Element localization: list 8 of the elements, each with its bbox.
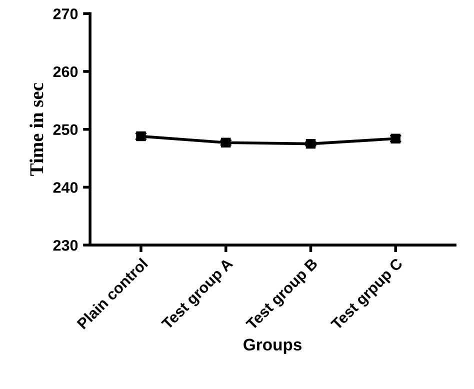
y-tick-label: 250 bbox=[53, 124, 78, 136]
y-tick-label: 260 bbox=[53, 66, 78, 78]
y-tick-label: 270 bbox=[53, 8, 78, 20]
point bbox=[306, 138, 316, 149]
y-tick-label: 240 bbox=[53, 182, 78, 193]
x-axis-title: Groups bbox=[244, 338, 302, 354]
y-tick-label: 230 bbox=[53, 240, 78, 251]
y-axis-title: Time in sec bbox=[30, 83, 44, 176]
